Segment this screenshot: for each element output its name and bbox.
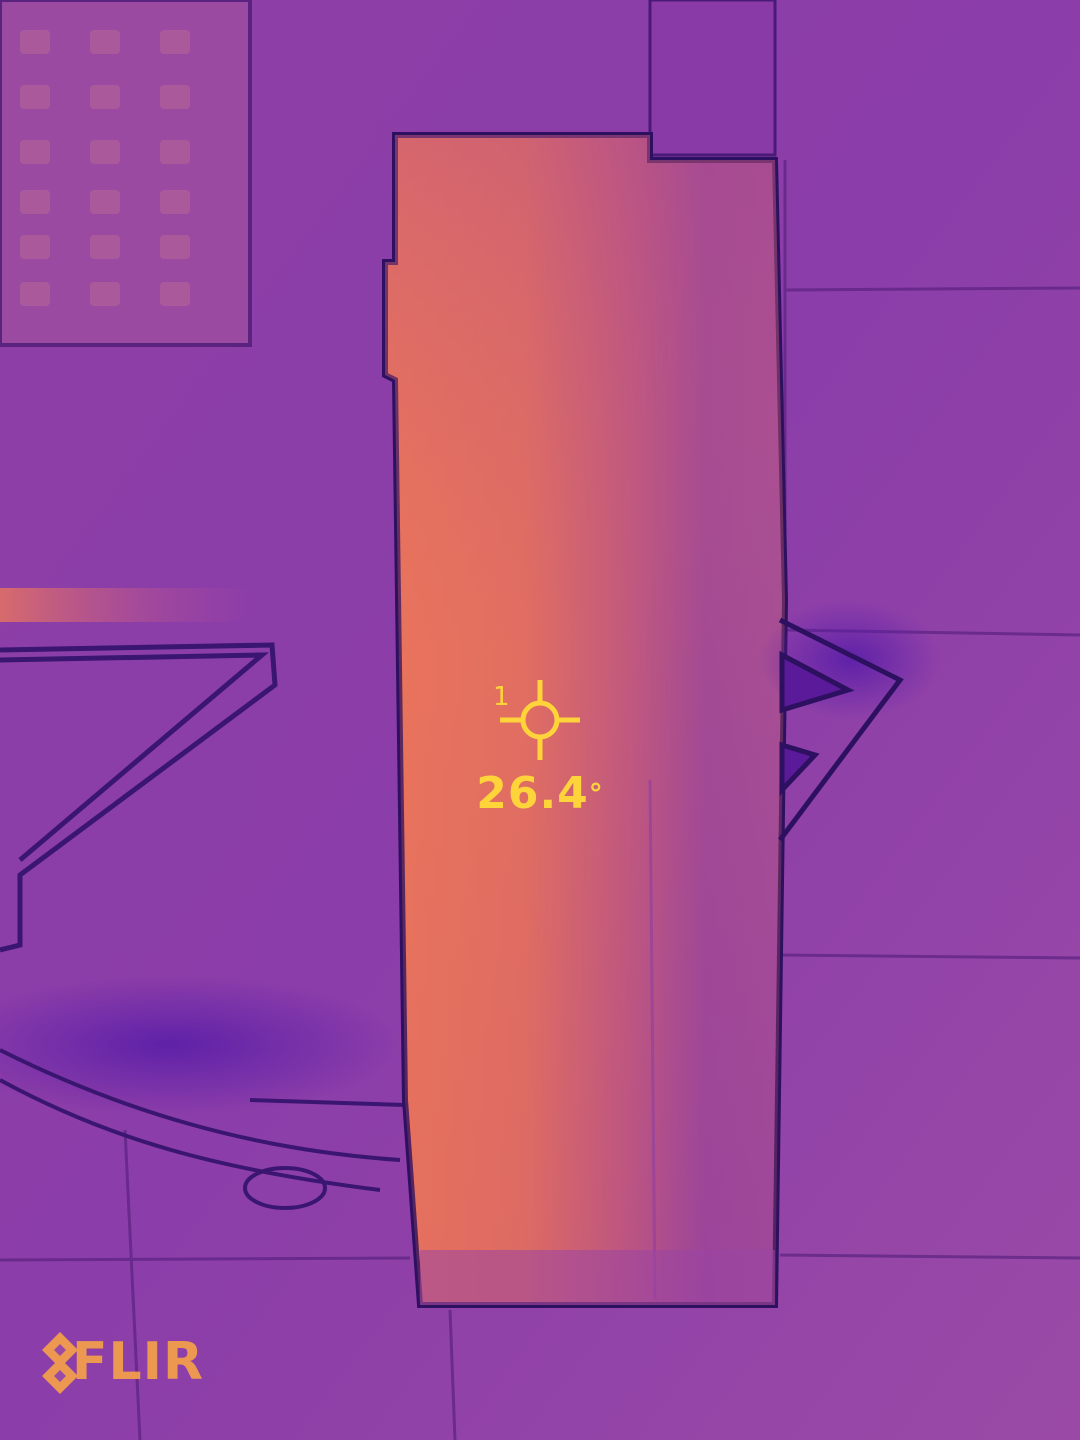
- spot-temperature-unit: °: [589, 777, 604, 810]
- spot-crosshair-icon: [496, 676, 586, 766]
- spot-temperature-value: 26.4: [476, 768, 589, 819]
- warm-rail: [0, 588, 250, 622]
- spot-temperature-readout: 26.4°: [440, 770, 640, 818]
- upper-wall-panel: [650, 0, 775, 155]
- flir-logo-text: FLIR: [72, 1330, 204, 1394]
- keypad-panel: [0, 0, 250, 345]
